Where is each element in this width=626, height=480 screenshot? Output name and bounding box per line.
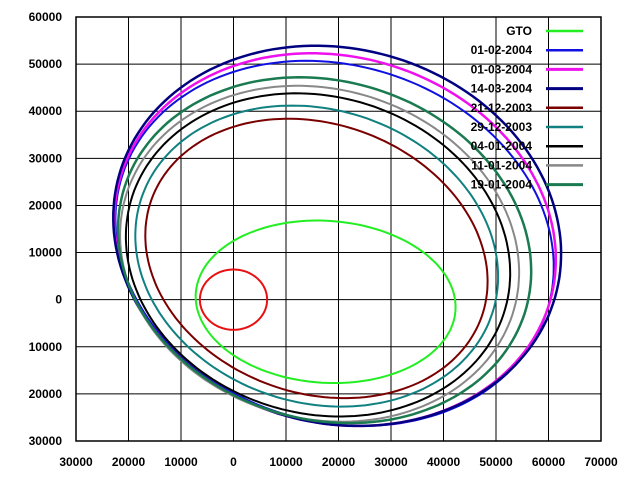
plot-frame [75,16,602,442]
orbit-29-12-2003 [134,104,500,408]
legend-label: 14-03-2004 [471,82,533,96]
x-tick-label: 60000 [532,455,566,469]
y-axis: 60000 50000 40000 30000 20000 10000 0 10000 2000… [29,10,63,448]
orbit-04-01-2004 [124,92,512,418]
orbit-curves [112,44,563,428]
y-tick-label: 30000 [29,151,63,165]
orbit-GTO [194,219,457,384]
legend-label: 11-01-2004 [471,158,532,172]
y-tick-label: 50000 [29,57,63,71]
y-tick-label: 60000 [29,10,63,24]
legend-label: 01-03-2004 [471,62,533,76]
x-tick-label: 30000 [374,455,408,469]
legend-label: 29-12-2003 [471,120,533,134]
legend-label: 04-01-2004 [471,139,533,153]
legend-label: 01-02-2004 [471,43,533,57]
x-tick-label: 50000 [479,455,513,469]
y-tick-label: 10000 [29,246,63,260]
x-tick-label: 20000 [322,455,356,469]
x-tick-label: 70000 [584,455,618,469]
y-tick-label: 0 [55,293,62,307]
orbit-14-03-2004 [112,44,563,428]
legend: GTO 01-02-2004 01-03-2004 14-03-2004 21-12-2… [471,24,583,192]
y-tick-label: 20000 [29,387,63,401]
y-tick-label: 20000 [29,198,63,212]
x-tick-label: 0 [230,455,237,469]
x-tick-label: 10000 [269,455,303,469]
x-tick-label: 10000 [164,455,198,469]
y-tick-label: 10000 [29,340,63,354]
orbit-19-01-2004 [116,76,533,425]
x-tick-label: 40000 [427,455,461,469]
orbit-11-01-2004 [119,84,521,423]
legend-label: 19-01-2004 [471,178,533,192]
orbit-21-12-2003 [144,117,489,400]
legend-label: 21-12-2003 [471,101,533,115]
x-tick-label: 30000 [59,455,93,469]
x-axis: 30000 20000 10000 0 10000 20000 30000 40000 5000… [59,455,618,469]
y-tick-label: 40000 [29,104,63,118]
legend-label: GTO [506,24,532,38]
x-tick-label: 20000 [112,455,146,469]
earth-circle [198,268,269,331]
y-tick-label: 30000 [29,434,63,448]
